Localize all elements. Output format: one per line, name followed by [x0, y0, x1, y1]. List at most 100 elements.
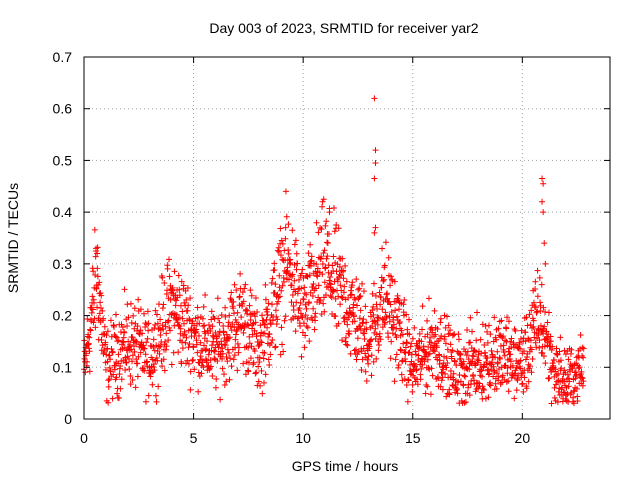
data-point — [150, 336, 157, 343]
data-point — [337, 301, 344, 308]
data-point — [580, 378, 587, 385]
data-point — [252, 295, 259, 302]
data-point — [161, 367, 168, 374]
data-point — [399, 377, 406, 384]
data-point — [546, 374, 553, 381]
data-point — [529, 324, 536, 331]
data-point — [312, 317, 319, 324]
data-point — [103, 332, 110, 339]
data-point — [408, 340, 415, 347]
data-point — [540, 304, 547, 311]
data-point — [398, 327, 405, 334]
data-point — [121, 286, 128, 293]
data-point — [424, 317, 431, 324]
data-point — [454, 385, 461, 392]
data-point — [181, 331, 188, 338]
data-point — [119, 324, 126, 331]
data-point — [357, 292, 364, 299]
data-point — [142, 398, 149, 405]
data-point — [394, 313, 401, 320]
data-point — [297, 323, 304, 330]
data-point — [152, 321, 159, 328]
data-point — [513, 364, 520, 371]
data-point — [450, 370, 457, 377]
data-point — [313, 219, 320, 226]
data-point — [217, 396, 224, 403]
data-point — [258, 339, 265, 346]
data-point — [123, 359, 130, 366]
data-point — [371, 95, 378, 102]
data-point — [464, 348, 471, 355]
data-point — [89, 306, 96, 313]
data-point — [465, 356, 472, 363]
data-point — [326, 209, 333, 216]
data-point — [84, 358, 91, 365]
data-point — [407, 343, 414, 350]
data-point — [548, 400, 555, 407]
data-point — [282, 313, 289, 320]
data-point — [344, 342, 351, 349]
data-point — [106, 352, 113, 359]
data-point — [317, 297, 324, 304]
data-point — [505, 388, 512, 395]
data-point — [388, 308, 395, 315]
data-point — [419, 361, 426, 368]
data-point — [447, 327, 454, 334]
data-point — [567, 350, 574, 357]
data-point — [195, 388, 202, 395]
data-point — [409, 335, 416, 342]
data-point — [347, 287, 354, 294]
data-point — [334, 278, 341, 285]
data-point — [463, 365, 470, 372]
data-point — [277, 252, 284, 259]
data-point — [292, 237, 299, 244]
data-point — [145, 327, 152, 334]
data-point — [385, 254, 392, 261]
data-point — [96, 279, 103, 286]
data-point — [381, 321, 388, 328]
data-point — [540, 353, 547, 360]
data-point — [245, 322, 252, 329]
data-point — [307, 262, 314, 269]
data-point — [235, 349, 242, 356]
data-point — [396, 320, 403, 327]
data-point — [390, 314, 397, 321]
x-tick-label: 15 — [405, 430, 421, 446]
y-axis-label: SRMTID / TECUs — [5, 183, 21, 293]
data-point — [233, 328, 240, 335]
data-point — [508, 335, 515, 342]
data-point — [259, 312, 266, 319]
data-point — [105, 377, 112, 384]
data-point — [565, 356, 572, 363]
data-point — [374, 305, 381, 312]
data-point — [219, 365, 226, 372]
data-point — [215, 331, 222, 338]
data-point — [209, 323, 216, 330]
data-point — [287, 259, 294, 266]
data-point — [118, 321, 125, 328]
data-point — [315, 282, 322, 289]
data-point — [544, 319, 551, 326]
data-point — [262, 321, 269, 328]
data-point — [323, 255, 330, 262]
data-point — [460, 358, 467, 365]
data-point — [327, 274, 334, 281]
data-point — [307, 289, 314, 296]
data-point — [548, 347, 555, 354]
data-point — [129, 352, 136, 359]
data-point — [541, 323, 548, 330]
data-point — [195, 369, 202, 376]
data-point — [363, 377, 370, 384]
data-point — [504, 364, 511, 371]
data-point — [134, 373, 141, 380]
data-point — [244, 307, 251, 314]
x-tick-label: 5 — [190, 430, 198, 446]
data-point — [141, 345, 148, 352]
data-point — [568, 346, 575, 353]
data-point — [460, 345, 467, 352]
data-point — [288, 282, 295, 289]
data-point — [556, 348, 563, 355]
data-point — [427, 334, 434, 341]
data-point — [504, 314, 511, 321]
data-point — [515, 372, 522, 379]
